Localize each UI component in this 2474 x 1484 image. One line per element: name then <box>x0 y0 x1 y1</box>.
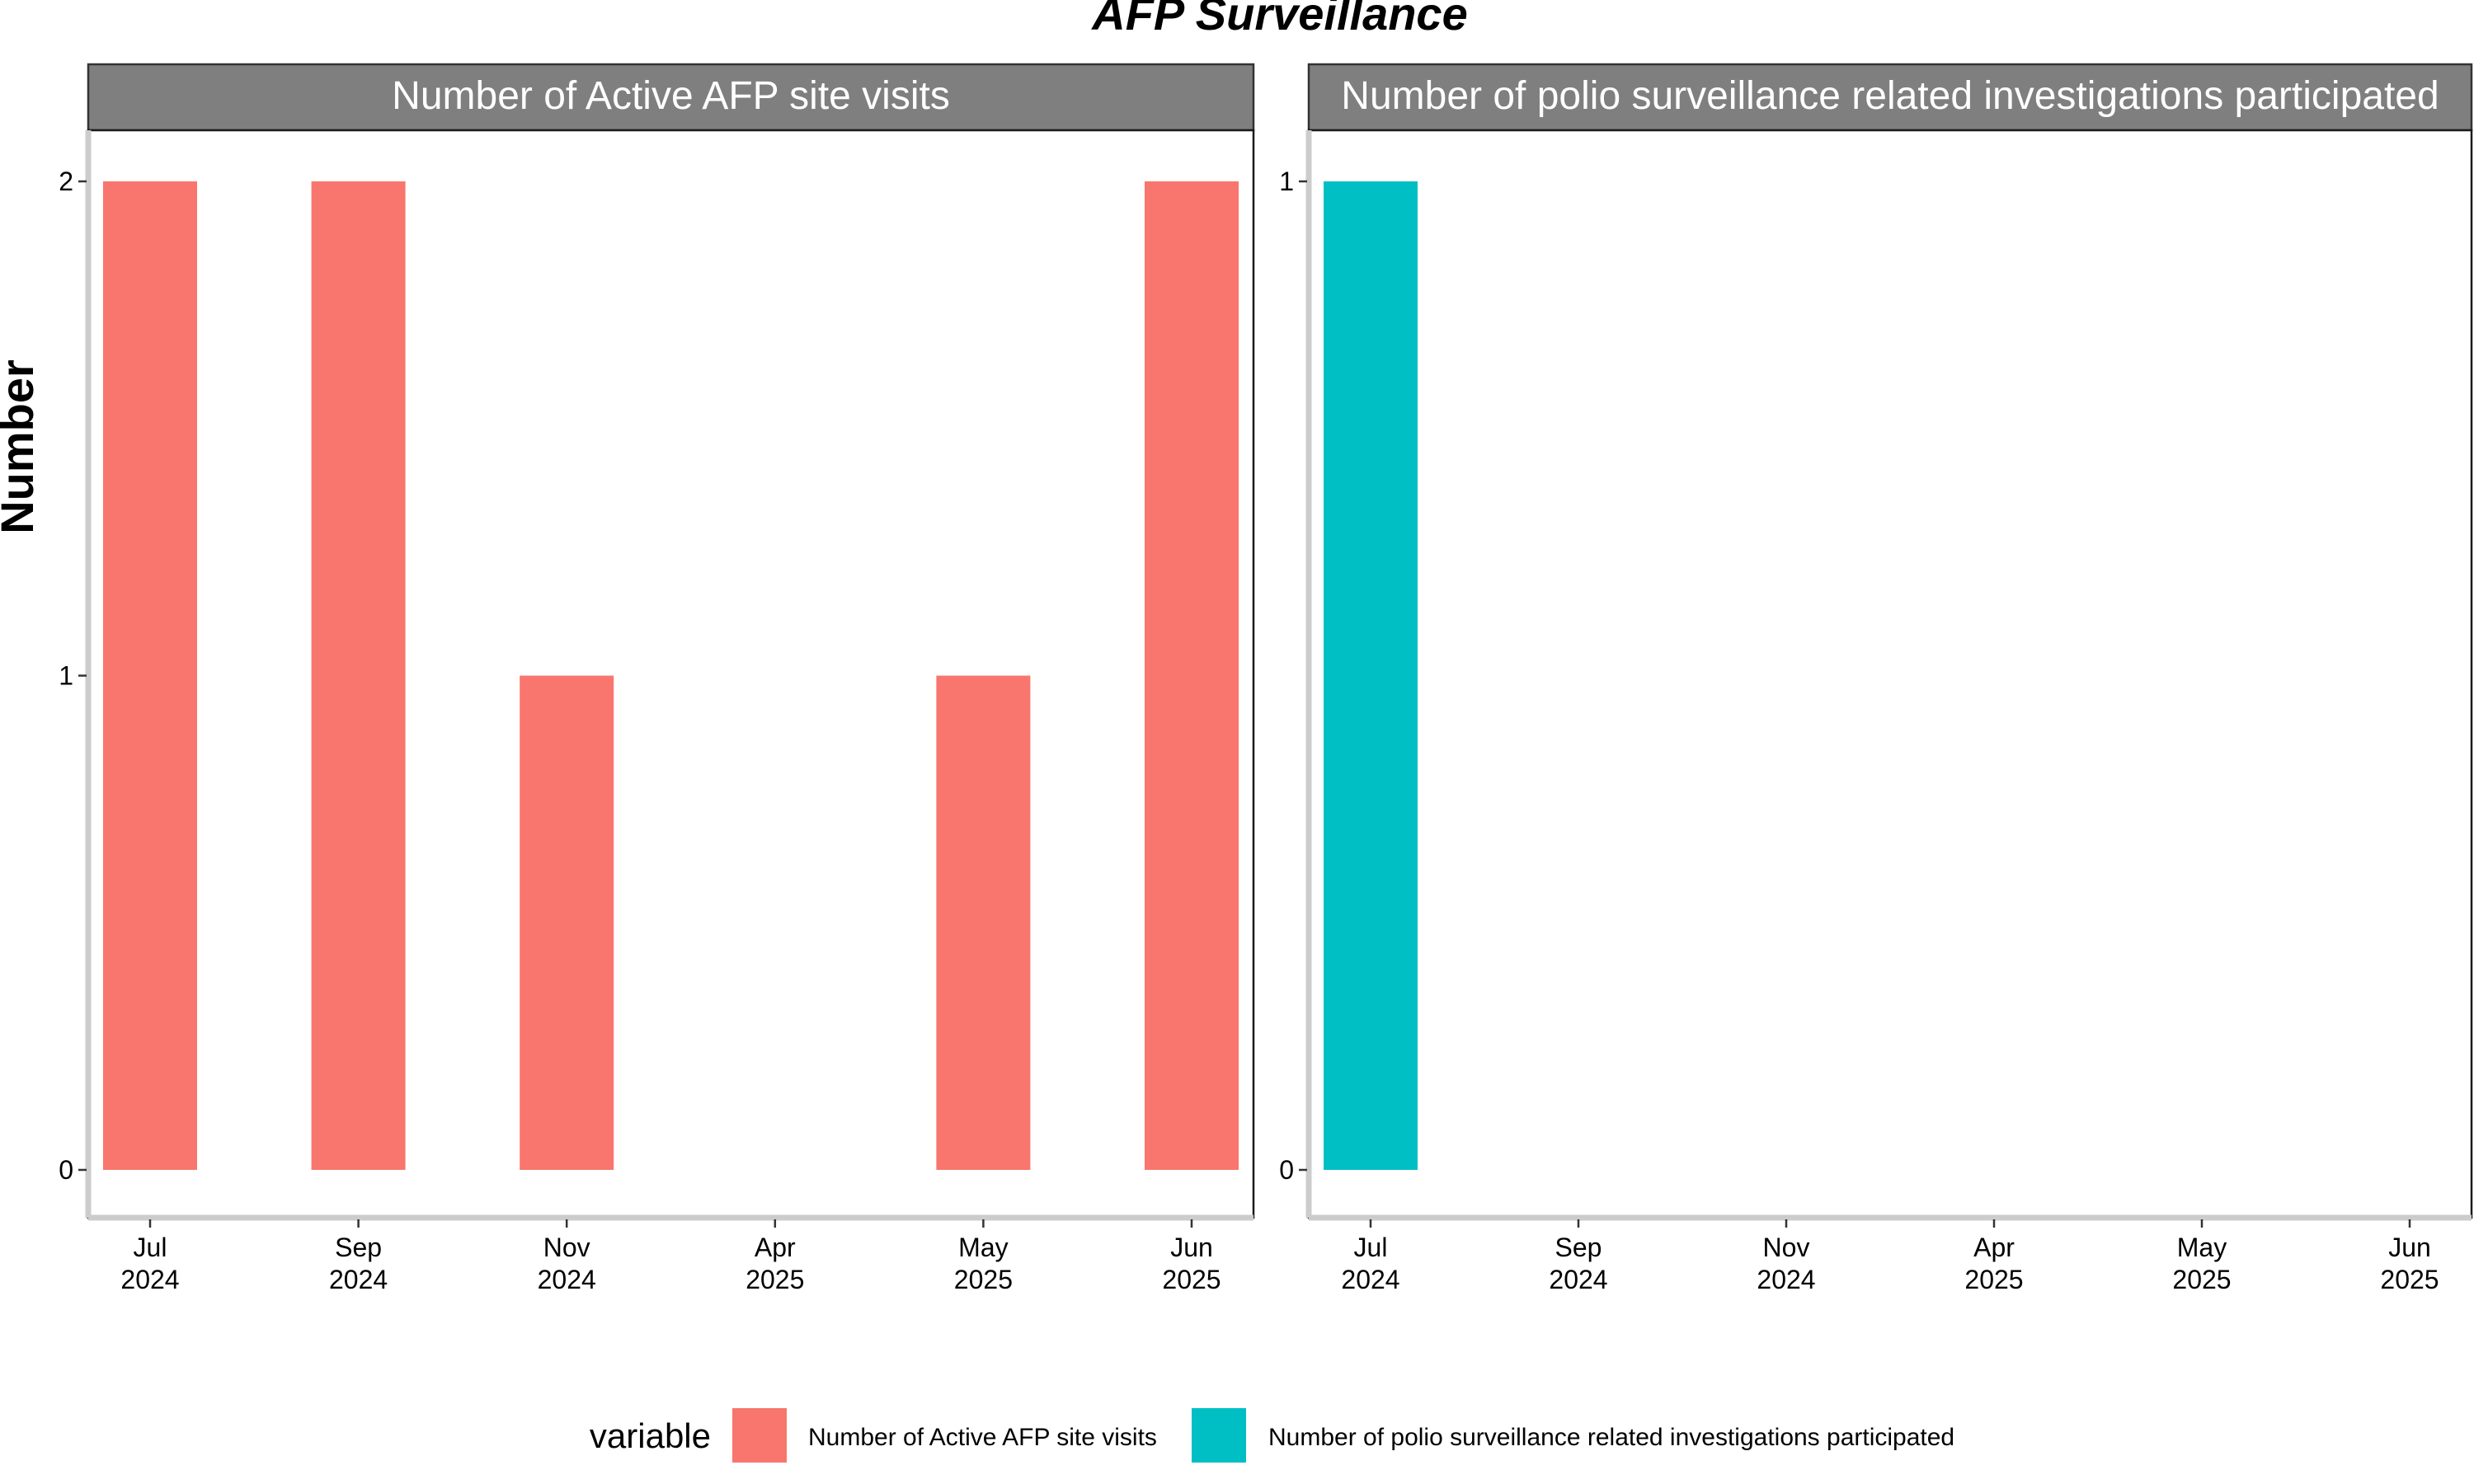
legend-item: Number of Active AFP site visits <box>732 1408 1157 1463</box>
x-tick-label-year: 2024 <box>1549 1265 1607 1294</box>
legend-label: Number of polio surveillance related inv… <box>1268 1424 1954 1451</box>
facet-strip-background <box>87 63 1255 132</box>
x-tick-label-year: 2025 <box>1964 1265 2023 1294</box>
x-tick-label-month: Apr <box>755 1233 796 1262</box>
legend-label: Number of Active AFP site visits <box>808 1424 1157 1451</box>
bar-jun-2025 <box>1145 181 1239 1170</box>
facet-strip-label: Number of polio surveillance related inv… <box>1341 74 2439 118</box>
facet-strip-background <box>1307 63 2473 132</box>
y-tick-label: 0 <box>1279 1155 1294 1185</box>
x-tick-label-month: Jun <box>2388 1233 2431 1262</box>
x-tick-label-month: Nov <box>1763 1233 1810 1262</box>
legend-key <box>1192 1408 1246 1463</box>
panel-border <box>87 129 1255 1219</box>
x-tick-label-year: 2025 <box>745 1265 804 1294</box>
facet-strip-label: Number of Active AFP site visits <box>392 74 950 118</box>
x-tick-label-year: 2025 <box>2172 1265 2231 1294</box>
x-tick-label-month: Apr <box>1973 1233 2015 1262</box>
x-tick-label-year: 2025 <box>954 1265 1013 1294</box>
facet-panel-2: Number of polio surveillance related inv… <box>1279 63 2473 1294</box>
x-tick-label-year: 2025 <box>2380 1265 2439 1294</box>
chart-title: AFP Surveillance <box>1090 0 1467 40</box>
x-tick-label-month: Nov <box>543 1233 590 1262</box>
x-tick-label-year: 2024 <box>120 1265 179 1294</box>
x-tick-label-year: 2025 <box>1162 1265 1221 1294</box>
y-tick-label: 2 <box>59 167 73 196</box>
y-tick-label: 0 <box>59 1155 73 1185</box>
bar-may-2025 <box>936 675 1031 1170</box>
x-tick-label-month: Sep <box>1555 1233 1602 1262</box>
x-tick-label-month: May <box>2177 1233 2227 1262</box>
legend: variable Number of Active AFP site visits… <box>590 1408 1954 1463</box>
legend-title: variable <box>590 1416 711 1455</box>
facet-panels: Number of Active AFP site visits 0 1 2 Jul 20… <box>59 63 2473 1294</box>
x-tick-label-year: 2024 <box>538 1265 596 1294</box>
x-tick-label-month: Jun <box>1170 1233 1213 1262</box>
bar-jul-2024 <box>103 181 197 1170</box>
x-tick-label-month: May <box>958 1233 1008 1262</box>
facet-panel-1: Number of Active AFP site visits 0 1 2 Jul 20… <box>59 63 1255 1294</box>
bar-sep-2024 <box>311 181 406 1170</box>
legend-key <box>732 1408 787 1463</box>
x-tick-label-month: Sep <box>335 1233 382 1262</box>
legend-item: Number of polio surveillance related inv… <box>1192 1408 1954 1463</box>
y-axis-label: Number <box>0 359 43 534</box>
y-tick-label: 1 <box>1279 167 1294 196</box>
x-tick-label-month: Jul <box>134 1233 167 1262</box>
x-tick-label-year: 2024 <box>329 1265 388 1294</box>
x-tick-label-year: 2024 <box>1341 1265 1399 1294</box>
bar-jul-2024 <box>1324 181 1418 1170</box>
x-tick-label-year: 2024 <box>1757 1265 1815 1294</box>
panel-border <box>1307 129 2473 1219</box>
bar-nov-2024 <box>520 675 614 1170</box>
y-tick-label: 1 <box>59 661 73 691</box>
x-tick-label-month: Jul <box>1354 1233 1388 1262</box>
